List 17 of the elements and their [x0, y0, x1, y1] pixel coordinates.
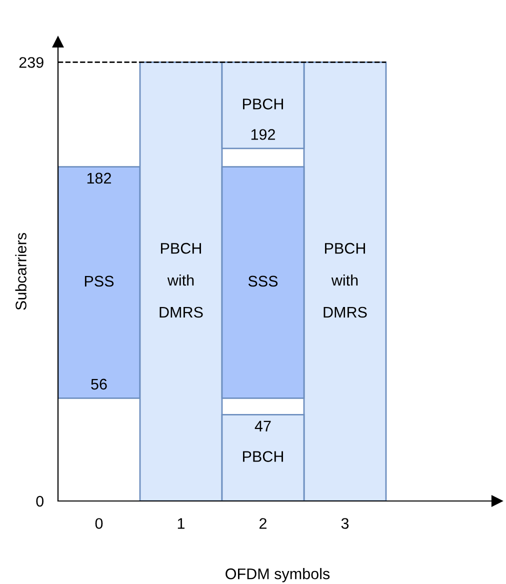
x-tick-label: 0	[95, 518, 103, 529]
y-axis-title: Subcarriers	[15, 232, 26, 310]
series-label: PBCH	[243, 451, 283, 462]
x-tick-label: 1	[178, 518, 185, 529]
x-tick-label: 2	[260, 518, 266, 529]
series-label: PBCH	[243, 98, 283, 110]
annotation: 182	[87, 172, 111, 184]
x-axis-title: OFDM symbols	[226, 568, 330, 582]
annotation: 192	[251, 129, 275, 140]
annotation: 56	[91, 378, 107, 390]
y-tick-label: 239	[19, 57, 44, 68]
series-label: PSS	[84, 276, 114, 287]
x-tick-label: 3	[341, 518, 349, 529]
text: PBCH with DMRS	[160, 242, 203, 318]
annotation: 47	[254, 420, 271, 432]
series-label: SSS	[248, 276, 278, 287]
text: PBCH with DMRS	[324, 242, 367, 318]
